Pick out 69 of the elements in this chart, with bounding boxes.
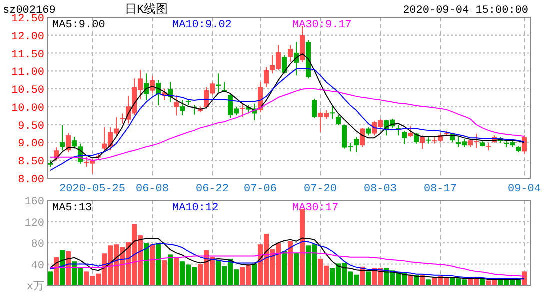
bar <box>60 250 65 286</box>
candlestick <box>354 136 359 153</box>
y-tick-label: 9.50 <box>18 120 44 133</box>
candlestick <box>264 66 269 88</box>
x-tick-label: 09-04 <box>508 184 542 196</box>
candlestick <box>60 125 65 152</box>
bar <box>252 264 257 286</box>
text: MA30:17 <box>292 202 339 214</box>
bar <box>162 260 167 286</box>
y-tick-label: 8.50 <box>18 156 44 169</box>
candlestick <box>420 135 425 150</box>
bar <box>300 210 305 286</box>
candlestick <box>240 103 245 118</box>
y-tick-label: 9.00 <box>18 138 44 151</box>
bar <box>144 244 149 286</box>
y-tick-label: 12.00 <box>11 31 44 44</box>
text: MA10:9.02 <box>172 20 232 32</box>
candlestick <box>222 82 227 93</box>
chart-title: 日K线图 <box>125 3 168 17</box>
candlestick <box>402 130 407 145</box>
y-tick-label: 10.00 <box>11 102 44 115</box>
bar <box>168 254 173 286</box>
bar <box>426 280 431 286</box>
x-tick-label: 08-17 <box>424 184 458 196</box>
candlestick <box>312 98 317 119</box>
bar <box>150 244 155 286</box>
candlestick <box>282 54 287 74</box>
y-tick-label: 40 <box>31 260 44 272</box>
y-tick-label: 120 <box>24 218 44 230</box>
y-tick-label: 80 <box>31 239 44 251</box>
y-tick-label: 11.00 <box>11 67 44 80</box>
bar <box>156 243 161 286</box>
bar <box>66 252 71 286</box>
x-tick-label: 06-08 <box>136 184 170 196</box>
x-tick-label: 07-06 <box>244 184 278 196</box>
y-tick-label: 8.00 <box>18 174 44 186</box>
bar <box>282 252 287 286</box>
candlestick <box>72 136 77 150</box>
candlestick <box>330 106 335 120</box>
bar <box>366 272 371 286</box>
candlestick <box>150 76 155 94</box>
x-tick-label: 06-22 <box>196 184 230 196</box>
text: MA5:13 <box>52 202 92 214</box>
x-tick-label: 2020-05-25 <box>59 184 126 196</box>
candlestick <box>360 128 365 148</box>
y-tick-label: 10.50 <box>11 85 44 98</box>
candlestick <box>288 44 293 63</box>
candlestick <box>522 135 527 155</box>
bar <box>294 253 299 286</box>
bar <box>288 241 293 286</box>
bar <box>174 257 179 286</box>
text: MA5:9.00 <box>52 20 106 32</box>
bar <box>522 272 527 286</box>
candlestick <box>174 94 179 116</box>
candlestick <box>336 115 341 126</box>
candlestick <box>408 126 413 138</box>
text: MA30:9.17 <box>292 20 352 32</box>
y-tick-label: x万 <box>26 280 44 294</box>
x-tick-label: 08-03 <box>364 184 398 196</box>
text: MA10:12 <box>172 202 219 214</box>
bar <box>480 279 485 286</box>
y-tick-label: 160 <box>24 196 44 208</box>
y-tick-label: 11.50 <box>11 49 44 62</box>
candlestick <box>180 100 185 116</box>
text: 2020-09-04 15:00:00 <box>403 5 528 17</box>
candlestick <box>144 73 149 102</box>
candlestick <box>66 132 71 153</box>
x-tick-label: 07-20 <box>304 184 338 196</box>
bar <box>48 272 53 286</box>
